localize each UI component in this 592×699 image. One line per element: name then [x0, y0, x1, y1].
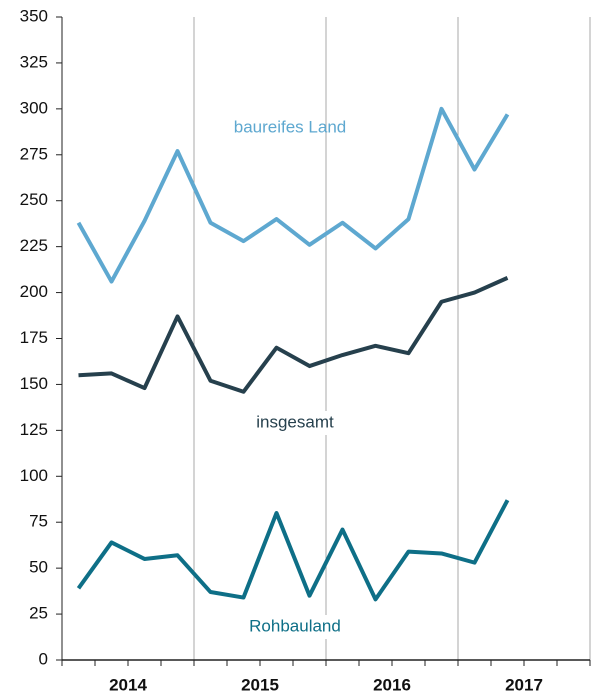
y-tick-label: 150	[20, 374, 48, 393]
y-tick-label: 350	[20, 6, 48, 25]
y-tick-label: 75	[29, 512, 48, 531]
series-label: baureifes Land	[234, 117, 346, 136]
y-tick-label: 175	[20, 328, 48, 347]
y-tick-label: 325	[20, 52, 48, 71]
series-line	[78, 276, 509, 394]
y-tick-label: 25	[29, 604, 48, 623]
y-tick-label: 225	[20, 236, 48, 255]
label-bg	[235, 411, 355, 435]
year-label: 2015	[241, 675, 279, 694]
year-label: 2017	[505, 675, 543, 694]
y-tick-label: 50	[29, 558, 48, 577]
series-line	[76, 106, 510, 284]
y-tick-label: 200	[20, 282, 48, 301]
year-label: 2016	[373, 675, 411, 694]
series-label: Rohbauland	[249, 616, 341, 635]
y-tick-label: 100	[20, 466, 48, 485]
y-tick-label: 0	[39, 649, 48, 668]
year-label: 2014	[109, 675, 147, 694]
y-tick-label: 125	[20, 420, 48, 439]
series-line	[76, 499, 510, 602]
series-label: insgesamt	[256, 412, 334, 431]
y-tick-label: 275	[20, 144, 48, 163]
y-tick-label: 250	[20, 190, 48, 209]
label-bg	[235, 615, 355, 639]
y-tick-label: 300	[20, 98, 48, 117]
